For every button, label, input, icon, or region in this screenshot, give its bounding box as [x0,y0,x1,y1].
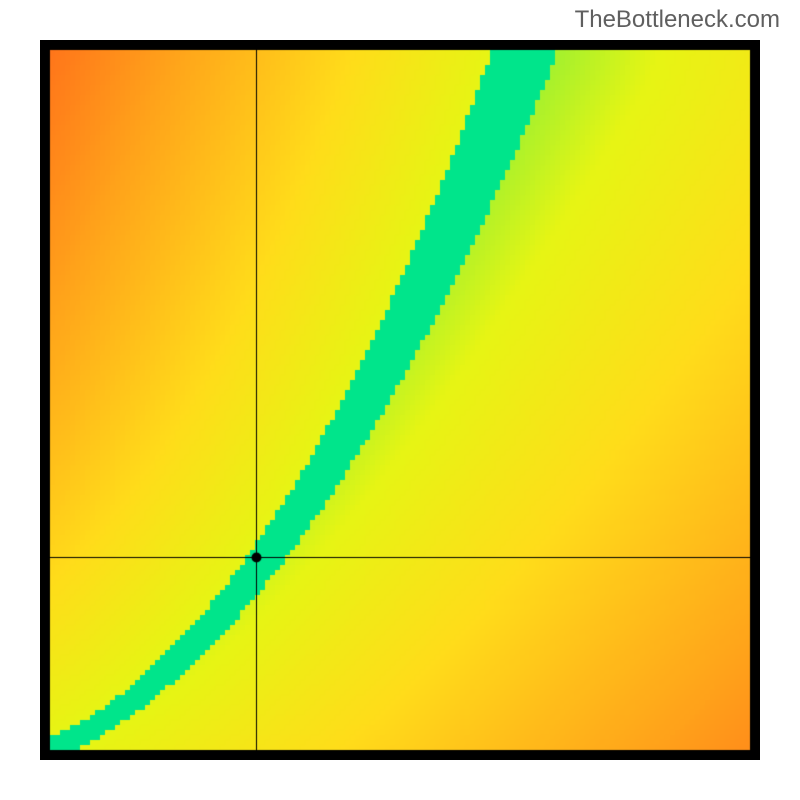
watermark-text: TheBottleneck.com [575,6,780,34]
bottleneck-heatmap [40,40,760,760]
heatmap-canvas [40,40,760,760]
stage: TheBottleneck.com [0,0,800,800]
